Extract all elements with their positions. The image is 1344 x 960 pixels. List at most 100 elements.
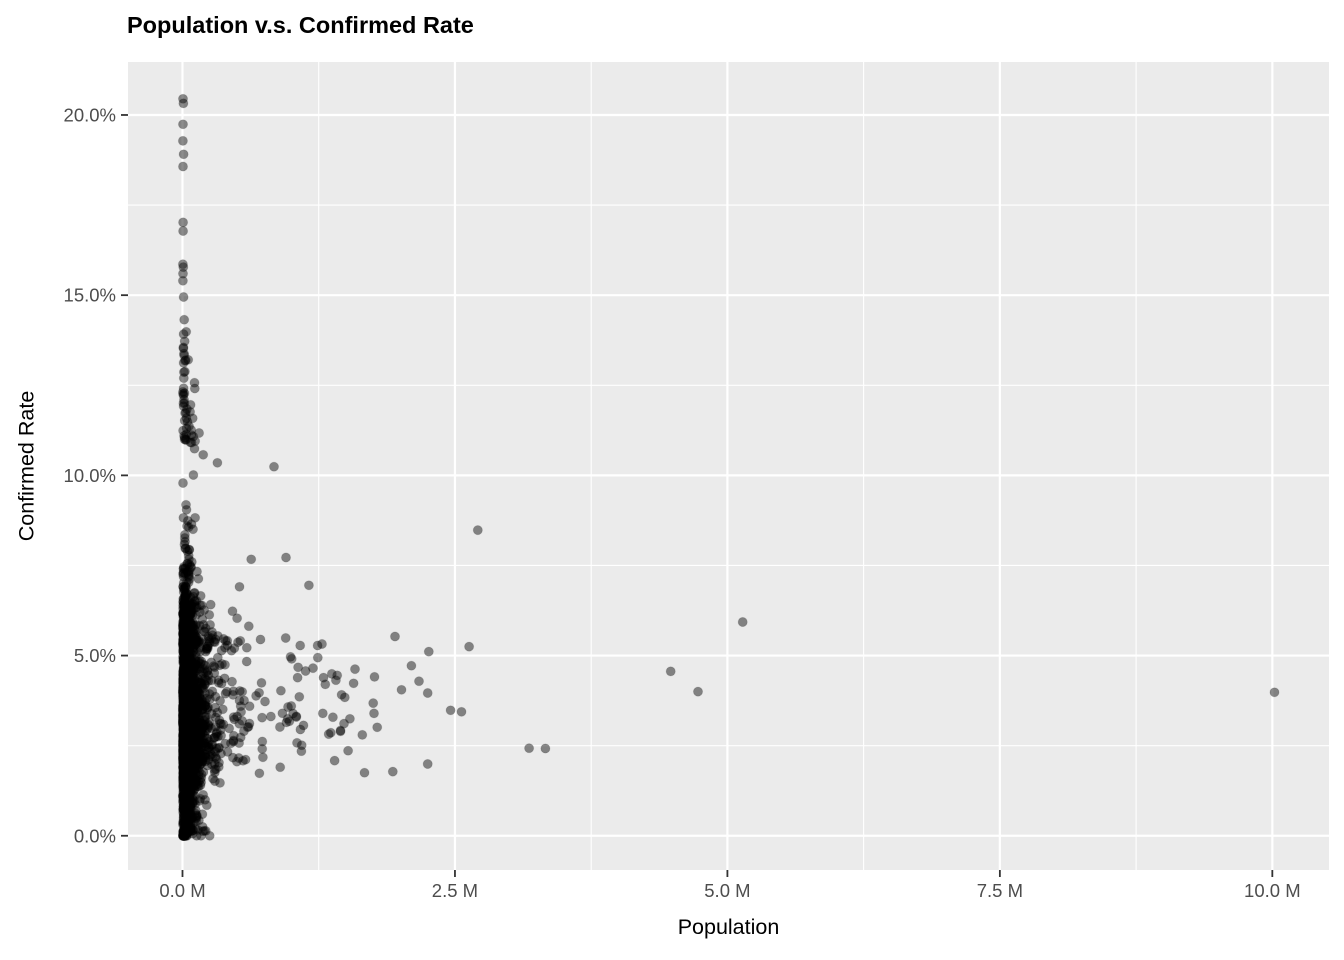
data-point: [194, 735, 205, 746]
data-point: [180, 757, 191, 768]
data-point: [188, 715, 199, 726]
data-point: [196, 742, 208, 753]
data-point: [191, 659, 202, 670]
data-point: [254, 687, 265, 698]
data-point: [178, 792, 189, 803]
data-point: [179, 747, 190, 758]
data-point: [178, 726, 189, 738]
data-point: [184, 762, 195, 773]
data-point: [183, 770, 194, 781]
data-point: [178, 693, 189, 705]
data-point: [178, 701, 189, 712]
data-point: [178, 812, 189, 823]
data-point: [192, 728, 203, 739]
data-point: [182, 741, 193, 752]
data-point: [182, 771, 194, 782]
data-point: [180, 760, 192, 771]
data-point: [209, 776, 220, 787]
data-point: [183, 729, 194, 740]
data-point: [179, 708, 190, 719]
data-point: [179, 593, 190, 604]
data-point: [214, 777, 226, 789]
data-point: [244, 718, 255, 729]
data-point: [183, 691, 194, 702]
data-point: [179, 721, 190, 733]
data-point: [178, 638, 189, 649]
data-point: [178, 98, 189, 109]
data-point: [184, 743, 195, 754]
data-point: [177, 782, 189, 793]
data-point: [179, 789, 190, 801]
data-point: [183, 711, 194, 722]
major-gridlines: [128, 62, 1329, 870]
data-point: [184, 666, 195, 678]
data-point: [177, 797, 189, 808]
data-point: [280, 632, 291, 644]
data-point: [181, 759, 192, 770]
data-point: [178, 742, 189, 753]
data-point: [185, 742, 196, 753]
data-point: [178, 725, 190, 736]
data-point: [343, 745, 354, 756]
data-point: [178, 715, 189, 726]
data-point: [178, 739, 189, 750]
data-point: [178, 751, 189, 762]
data-point: [241, 656, 252, 667]
data-point: [179, 711, 190, 723]
data-point: [195, 658, 206, 669]
data-point: [184, 660, 195, 671]
data-point: [182, 698, 193, 709]
data-point: [181, 695, 192, 706]
data-point: [182, 676, 193, 688]
data-point: [183, 763, 194, 774]
data-point: [265, 711, 276, 722]
data-point: [178, 762, 189, 773]
data-point: [178, 739, 189, 751]
data-point: [183, 805, 195, 817]
data-point: [180, 817, 191, 828]
data-point: [183, 757, 194, 768]
data-point: [183, 747, 194, 758]
data-point: [185, 799, 196, 810]
data-point: [178, 715, 189, 727]
data-point: [180, 724, 191, 735]
data-point: [180, 689, 191, 700]
data-point: [180, 773, 191, 784]
data-point: [181, 744, 192, 756]
data-point: [359, 767, 370, 778]
data-point: [178, 687, 189, 699]
data-point: [179, 710, 190, 722]
data-point: [201, 733, 213, 744]
data-point: [192, 705, 203, 716]
data-point: [182, 742, 193, 753]
data-point: [195, 678, 206, 689]
data-point: [182, 635, 193, 646]
data-point: [183, 664, 194, 675]
data-point: [180, 735, 191, 747]
data-point: [187, 798, 198, 809]
data-point: [178, 696, 190, 707]
data-point: [181, 733, 193, 744]
data-point: [188, 663, 199, 674]
data-point: [185, 684, 196, 695]
data-point: [197, 809, 208, 820]
data-point: [178, 674, 189, 685]
x-tick-label: 2.5 M: [432, 880, 478, 901]
data-point: [202, 665, 213, 676]
data-point: [178, 762, 189, 774]
data-point: [189, 707, 200, 718]
data-point: [179, 718, 190, 730]
data-point: [193, 748, 204, 759]
data-point: [178, 686, 189, 697]
data-point: [190, 726, 201, 737]
data-point: [181, 649, 192, 660]
data-point: [183, 688, 194, 699]
data-point: [182, 649, 193, 660]
data-point: [179, 701, 190, 712]
data-point: [179, 741, 190, 752]
data-point: [178, 635, 189, 646]
data-point: [179, 783, 190, 794]
x-tick-label: 5.0 M: [704, 880, 750, 901]
data-point: [179, 710, 191, 722]
